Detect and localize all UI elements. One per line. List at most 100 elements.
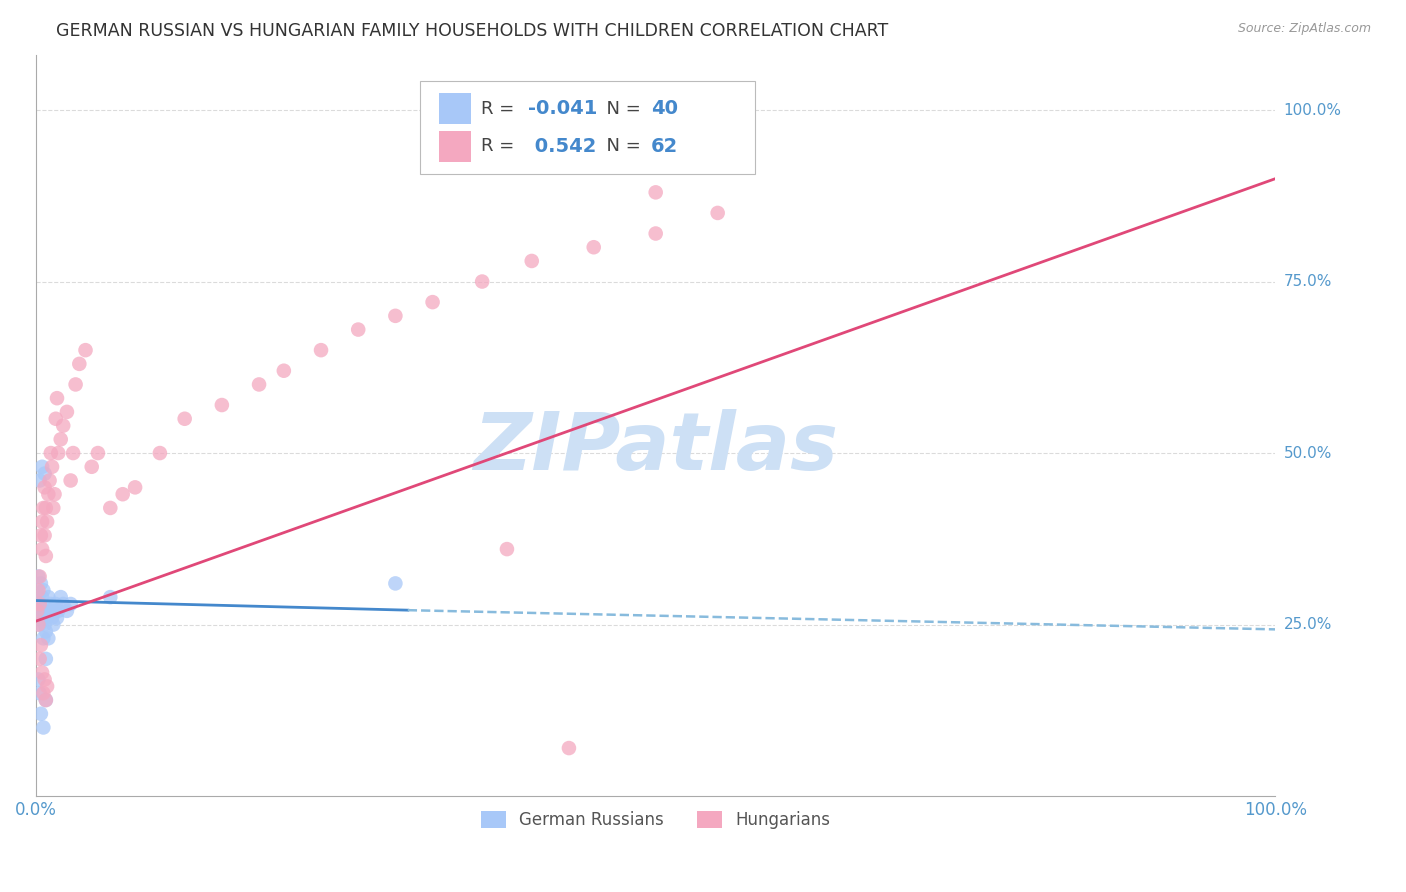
Point — [422, 295, 444, 310]
FancyBboxPatch shape — [420, 81, 755, 174]
Point — [558, 741, 581, 756]
Point — [471, 275, 494, 289]
Point — [27, 590, 49, 604]
Point — [56, 604, 79, 618]
Point — [124, 480, 146, 494]
Point — [28, 569, 51, 583]
Point — [582, 240, 605, 254]
Text: 100.0%: 100.0% — [1284, 103, 1341, 118]
Point — [46, 391, 69, 405]
Point — [34, 673, 56, 687]
Point — [42, 617, 65, 632]
Point — [173, 411, 195, 425]
Point — [657, 103, 679, 117]
Point — [682, 103, 704, 117]
Text: R =: R = — [481, 100, 520, 118]
Point — [65, 377, 87, 392]
Text: 50.0%: 50.0% — [1284, 446, 1331, 460]
Point — [35, 624, 58, 639]
Point — [149, 446, 172, 460]
Point — [44, 487, 66, 501]
Point — [644, 227, 666, 241]
Point — [35, 652, 58, 666]
Point — [49, 433, 72, 447]
Point — [520, 254, 543, 268]
FancyBboxPatch shape — [439, 130, 471, 161]
Text: ZIPatlas: ZIPatlas — [474, 409, 838, 487]
Point — [46, 604, 69, 618]
Point — [35, 515, 58, 529]
Point — [384, 309, 406, 323]
Legend: German Russians, Hungarians: German Russians, Hungarians — [474, 805, 837, 836]
Point — [25, 604, 48, 618]
Text: R =: R = — [481, 137, 520, 155]
Text: -0.041: -0.041 — [529, 99, 598, 118]
Point — [28, 474, 51, 488]
Point — [42, 500, 65, 515]
Point — [39, 446, 62, 460]
Point — [49, 590, 72, 604]
Text: Source: ZipAtlas.com: Source: ZipAtlas.com — [1237, 22, 1371, 36]
Point — [28, 686, 51, 700]
Point — [41, 459, 63, 474]
Point — [30, 638, 52, 652]
Point — [39, 597, 62, 611]
Point — [35, 693, 58, 707]
Point — [52, 597, 75, 611]
Text: 25.0%: 25.0% — [1284, 617, 1331, 632]
Point — [37, 632, 59, 646]
Point — [56, 405, 79, 419]
Point — [67, 357, 90, 371]
Point — [34, 467, 56, 481]
Point — [111, 487, 134, 501]
Point — [45, 411, 67, 425]
Point — [347, 322, 370, 336]
Text: 40: 40 — [651, 99, 678, 118]
Point — [35, 693, 58, 707]
Point — [34, 528, 56, 542]
Text: 75.0%: 75.0% — [1284, 274, 1331, 289]
Point — [32, 686, 55, 700]
Point — [98, 590, 121, 604]
Point — [37, 487, 59, 501]
Point — [30, 576, 52, 591]
Text: N =: N = — [595, 100, 647, 118]
Point — [31, 611, 53, 625]
Point — [45, 597, 67, 611]
Point — [35, 549, 58, 563]
Point — [211, 398, 233, 412]
Point — [28, 597, 51, 611]
Point — [32, 632, 55, 646]
Point — [32, 500, 55, 515]
Point — [496, 542, 519, 557]
Point — [31, 542, 53, 557]
Text: N =: N = — [595, 137, 647, 155]
Point — [98, 500, 121, 515]
Point — [46, 611, 69, 625]
Point — [59, 474, 82, 488]
Point — [35, 679, 58, 693]
Point — [27, 617, 49, 632]
Point — [27, 673, 49, 687]
Point — [28, 617, 51, 632]
Point — [38, 474, 60, 488]
Point — [34, 617, 56, 632]
Point — [59, 597, 82, 611]
Point — [44, 604, 66, 618]
Point — [87, 446, 110, 460]
Point — [35, 500, 58, 515]
Point — [309, 343, 332, 358]
Point — [25, 604, 48, 618]
Point — [28, 597, 51, 611]
Point — [384, 576, 406, 591]
Point — [31, 665, 53, 680]
Point — [706, 206, 728, 220]
Point — [46, 446, 69, 460]
Point — [30, 528, 52, 542]
Point — [34, 604, 56, 618]
Text: 62: 62 — [651, 136, 678, 155]
Point — [27, 569, 49, 583]
Point — [75, 343, 97, 358]
FancyBboxPatch shape — [439, 93, 471, 124]
Point — [28, 652, 51, 666]
